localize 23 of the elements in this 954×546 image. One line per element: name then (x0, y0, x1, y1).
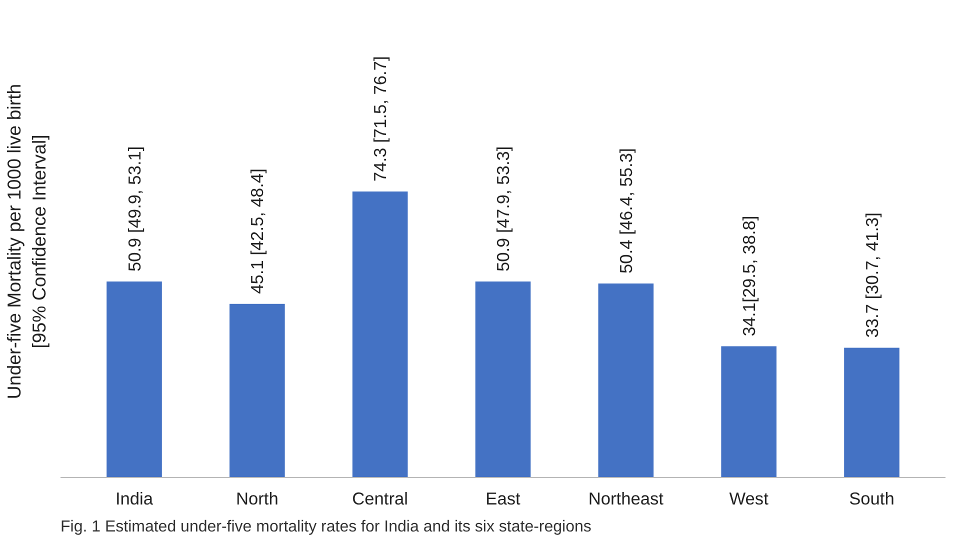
x-tick-label: North (236, 488, 278, 508)
x-tick-label: India (115, 488, 154, 508)
x-tick-label: South (849, 488, 894, 508)
bar (598, 283, 654, 478)
caption: Fig. 1 Estimated under-five mortality rates for India and its six state-regions (60, 518, 592, 536)
data-label: 74.3 [71.5, 76.7] (370, 56, 390, 182)
x-tick-label: Central (352, 488, 408, 508)
x-tick-label: East (486, 488, 521, 508)
data-label: 33.7 [30.7, 41.3] (862, 212, 882, 338)
bar (352, 191, 408, 478)
data-label: 50.4 [46.4, 55.3] (616, 148, 636, 274)
bar (475, 282, 531, 478)
bar (106, 282, 162, 478)
data-label: 45.1 [42.5, 48.4] (247, 168, 268, 294)
x-tick-label: Northeast (588, 488, 664, 508)
bar (844, 348, 900, 478)
data-label: 34.1[29.5, 38.8] (738, 216, 759, 336)
y-axis-title: Under-five Mortality per 1000 live birth [95% Confidence Interval] (3, 84, 50, 400)
x-tick-label: West (729, 488, 769, 508)
bar (721, 346, 776, 478)
data-label: 50.9 [47.9, 53.3] (493, 146, 513, 272)
data-label: 50.9 [49.9, 53.1] (124, 146, 144, 272)
bar (230, 304, 285, 478)
